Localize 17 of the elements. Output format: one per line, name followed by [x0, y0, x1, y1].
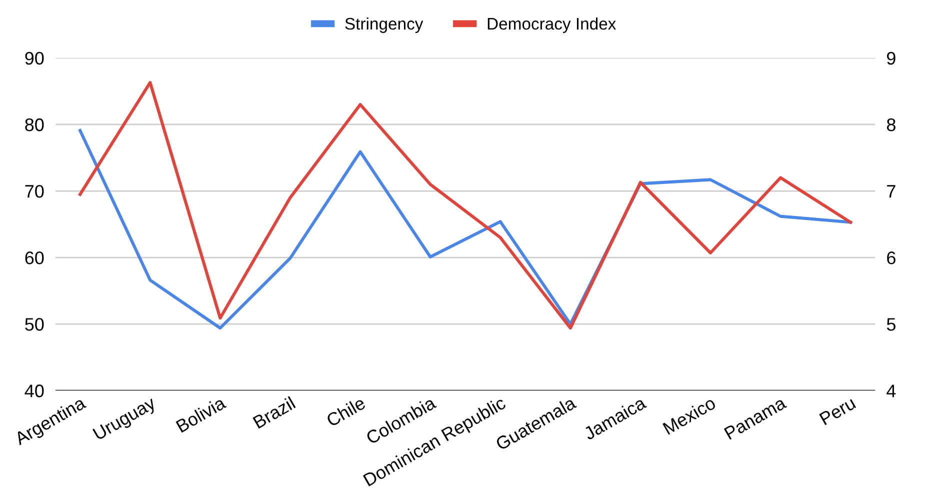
y2-tick-label: 8	[886, 118, 896, 132]
y2-tick-label: 7	[887, 185, 896, 198]
x-tick-label: Chile	[325, 396, 366, 428]
y-tick-label: 90	[25, 52, 44, 65]
y2-tick-label: 9	[887, 52, 896, 65]
x-tick-label: Peru	[819, 396, 856, 426]
y-tick-label: 80	[25, 118, 44, 132]
y-tick-label: 60	[25, 251, 44, 264]
legend-label: Democracy Index	[488, 17, 616, 33]
y2-tick-label: 5	[886, 318, 896, 331]
line-series	[78, 81, 852, 330]
legend-label: Stringency	[345, 17, 424, 33]
y2-tick-label: 6	[887, 251, 896, 264]
y-tick-label: 50	[25, 318, 44, 331]
y2-tick-label: 4	[886, 384, 896, 398]
y-tick-label: 40	[24, 384, 44, 398]
y-tick-label: 70	[25, 184, 44, 198]
